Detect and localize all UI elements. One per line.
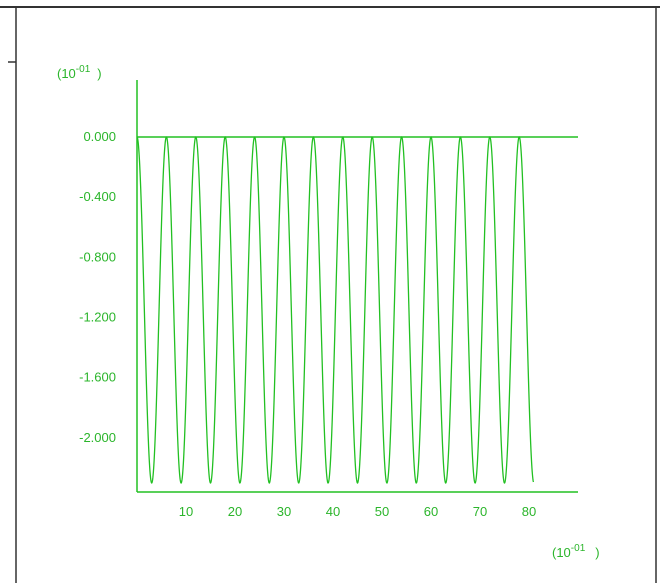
y-multiplier-label: (10-01)	[57, 64, 102, 81]
x-tick-labels: 10 20 30 40 50 60 70 80	[179, 504, 536, 519]
series-line	[136, 136, 535, 484]
y-tick-label: -1.600	[79, 370, 116, 385]
x-multiplier-base: (10	[552, 545, 571, 560]
x-tick-label: 80	[522, 504, 536, 519]
y-multiplier-base: (10	[57, 66, 76, 81]
x-tick-label: 30	[277, 504, 291, 519]
y-multiplier-close: )	[97, 66, 101, 81]
x-multiplier-close: )	[595, 545, 599, 560]
x-tick-label: 70	[473, 504, 487, 519]
x-tick-label: 20	[228, 504, 242, 519]
y-tick-label: -0.400	[79, 189, 116, 204]
x-multiplier-label: (10-01)	[552, 543, 600, 560]
y-tick-label: -1.200	[79, 310, 116, 325]
x-tick-label: 60	[424, 504, 438, 519]
x-tick-label: 10	[179, 504, 193, 519]
y-tick-label: -0.800	[79, 249, 116, 264]
y-tick-label: 0.000	[83, 129, 116, 144]
x-multiplier-exp: -01	[571, 543, 586, 554]
axes	[136, 80, 578, 493]
x-tick-label: 50	[375, 504, 389, 519]
series-group	[136, 136, 535, 484]
y-tick-labels: 0.000 -0.400 -0.800 -1.200 -1.600 -2.000	[79, 129, 116, 445]
y-multiplier-exp: -01	[76, 64, 91, 75]
x-tick-label: 40	[326, 504, 340, 519]
y-tick-label: -2.000	[79, 430, 116, 445]
